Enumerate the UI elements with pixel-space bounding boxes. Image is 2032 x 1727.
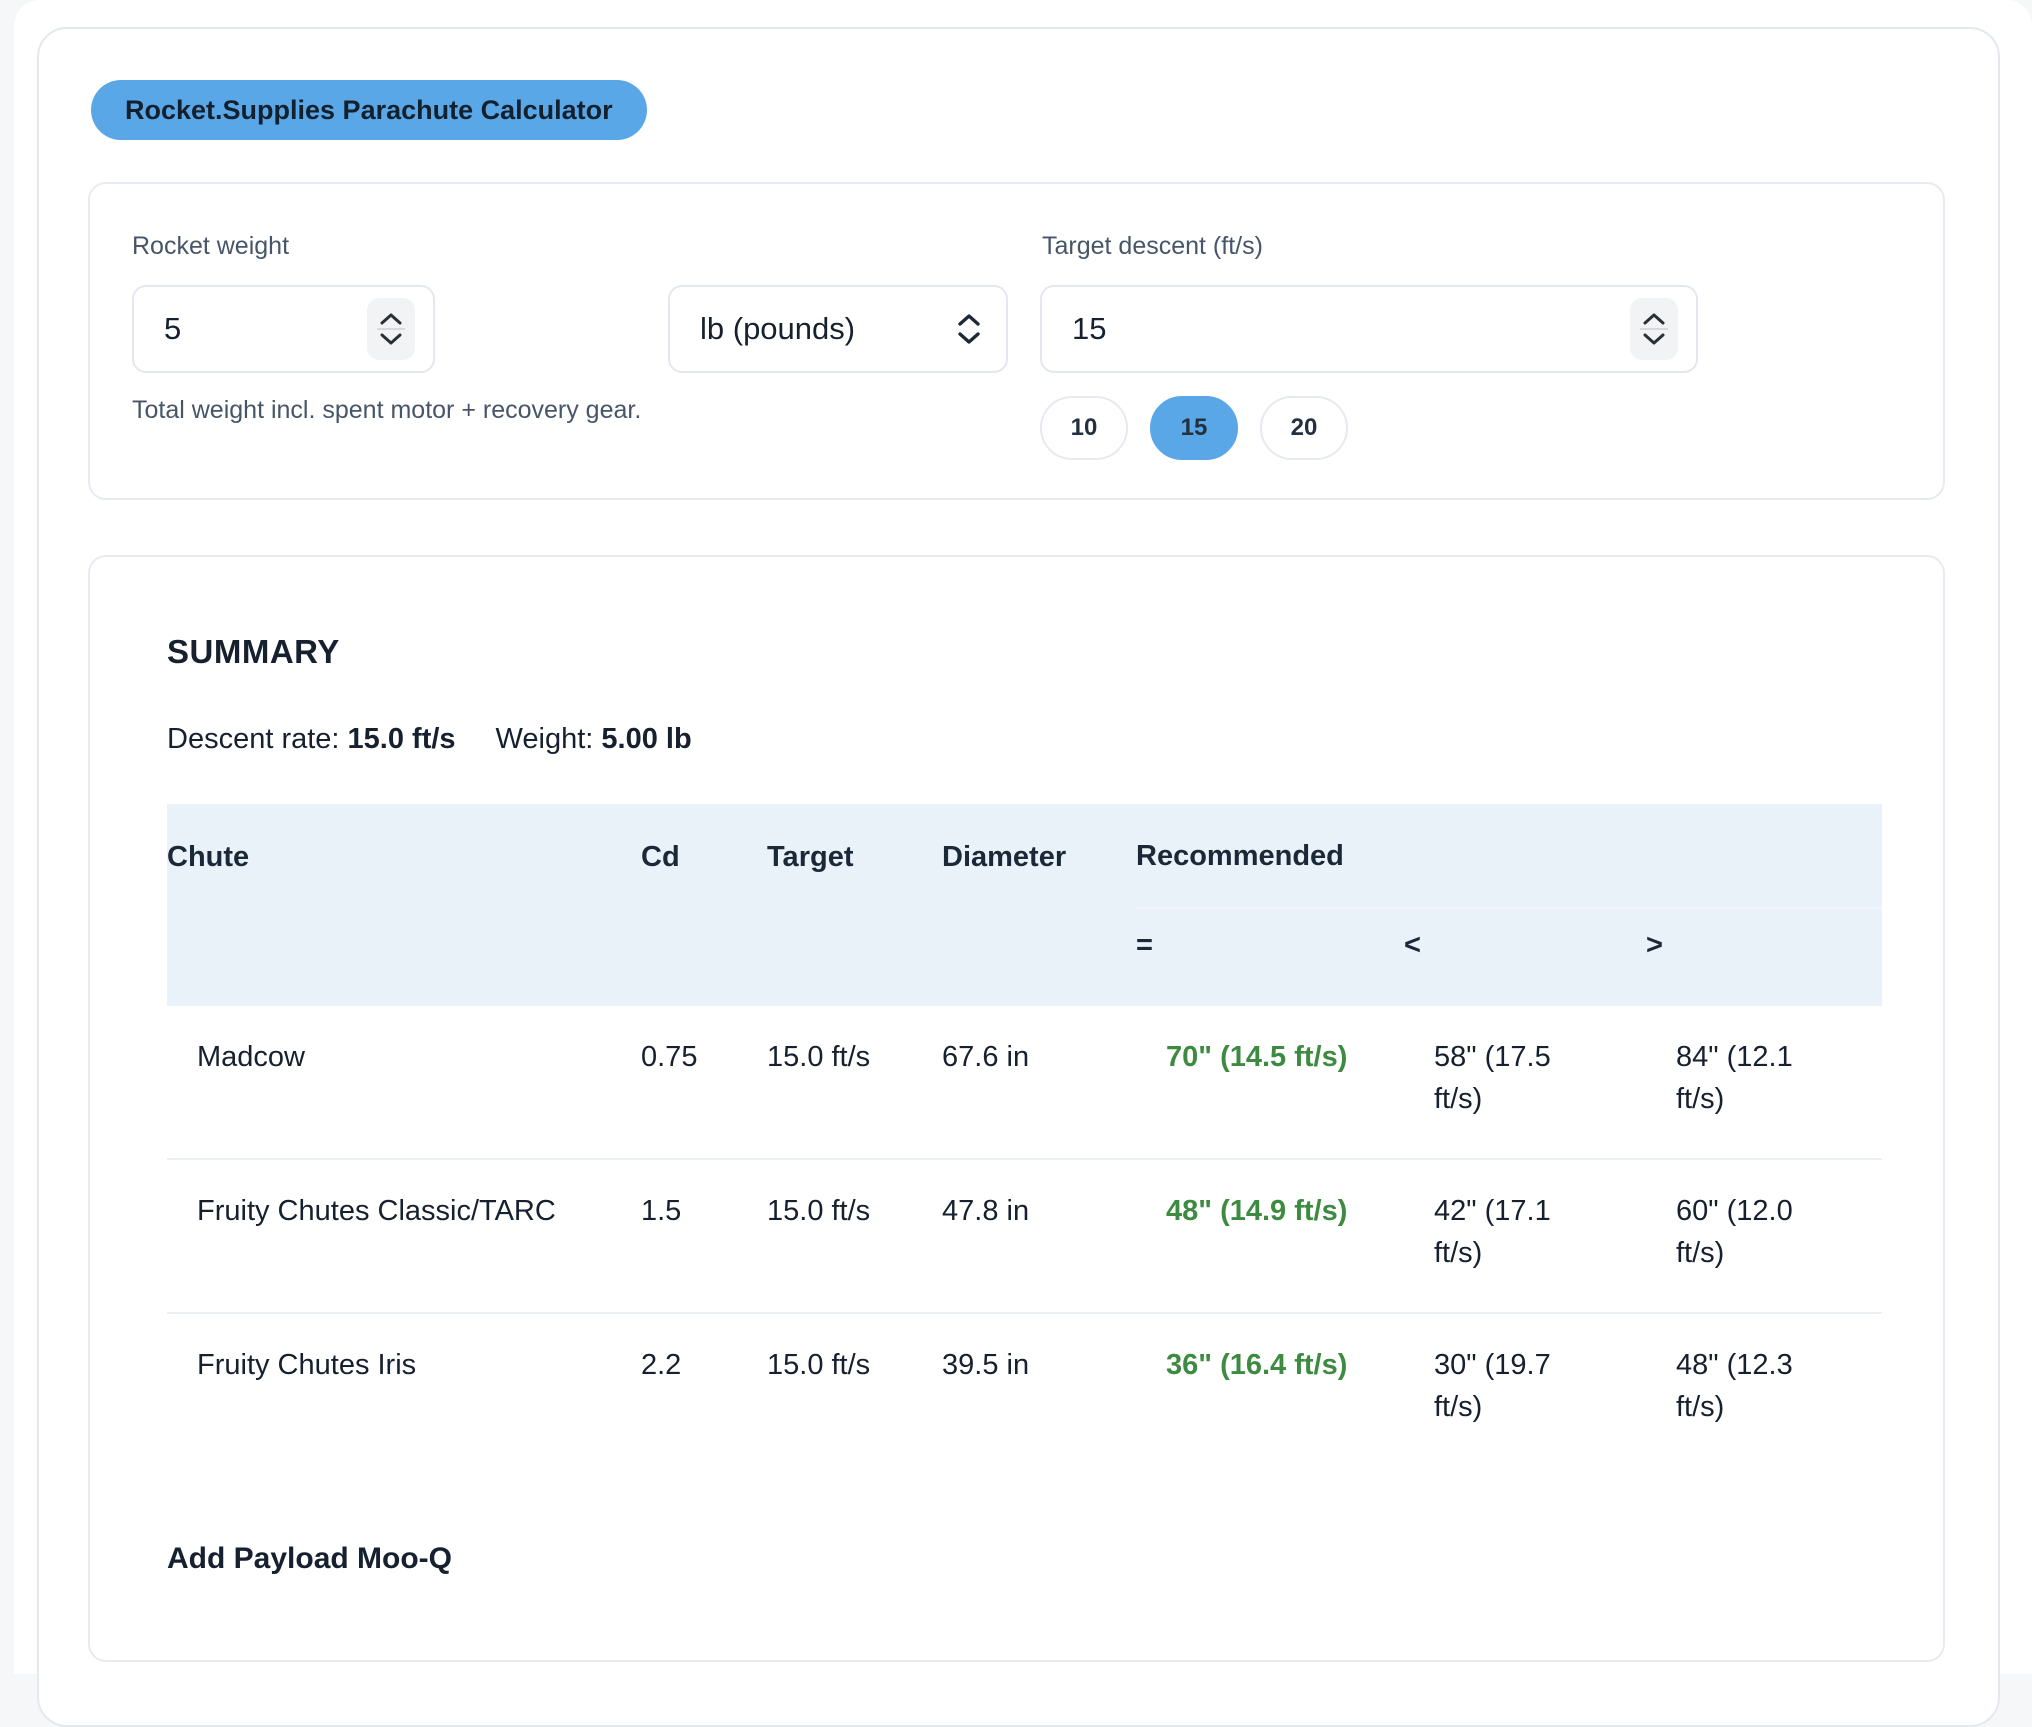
target-descent-label: Target descent (ft/s) — [1042, 232, 1263, 260]
col-header-diameter: Diameter — [942, 840, 1067, 873]
weight-help-text: Total weight incl. spent motor + recover… — [132, 396, 642, 424]
chevron-up-icon — [1643, 313, 1665, 325]
summary-title: SUMMARY — [167, 633, 340, 670]
col-header-cd: Cd — [641, 840, 680, 873]
cell-cd: 1.5 — [641, 1195, 682, 1228]
target-descent-stepper[interactable] — [1630, 298, 1678, 360]
target-descent-field — [1040, 285, 1698, 373]
chute-table-head: Chute Cd Target Diameter Recommended = <… — [167, 804, 1882, 1006]
col-header-target: Target — [767, 840, 854, 873]
descent-rate-label: Descent rate: — [167, 723, 340, 755]
chevron-down-icon — [1643, 333, 1665, 345]
cell-chute: Madcow — [197, 1041, 305, 1073]
table-row: Fruity Chutes Iris 2.2 15.0 ft/s 39.5 in… — [167, 1313, 1882, 1466]
cell-diameter: 47.8 in — [942, 1195, 1030, 1228]
descent-preset-10[interactable]: 10 — [1040, 396, 1128, 460]
cell-target: 15.0 ft/s — [767, 1349, 871, 1382]
cell-target: 15.0 ft/s — [767, 1195, 871, 1228]
cell-chute: Fruity Chutes Iris — [197, 1349, 417, 1382]
weight-stat-value: 5.00 lb — [601, 723, 692, 755]
weight-stat: Weight: 5.00 lb — [496, 723, 692, 756]
controls-row: lb (pounds) — [132, 285, 1698, 373]
cell-recommended-greater: 48" (12.3 ft/s) — [1676, 1349, 1793, 1424]
descent-preset-pills: 10 15 20 — [1040, 396, 1348, 460]
descent-rate-stat: Descent rate: 15.0 ft/s — [167, 723, 456, 756]
app-title-badge: Rocket.Supplies Parachute Calculator — [91, 80, 647, 140]
rocket-weight-label: Rocket weight — [132, 232, 290, 260]
summary-stats: Descent rate: 15.0 ft/s Weight: 5.00 lb — [167, 723, 692, 756]
chevron-up-icon — [380, 313, 402, 325]
subcol-header-greater: > — [1646, 929, 1663, 961]
cell-diameter: 67.6 in — [942, 1041, 1030, 1073]
cell-recommended-less: 42" (17.1 ft/s) — [1434, 1195, 1551, 1270]
rocket-weight-field — [132, 285, 435, 373]
summary-panel: SUMMARY Descent rate: 15.0 ft/s Weight: … — [88, 555, 1945, 1662]
cell-cd: 0.75 — [641, 1041, 698, 1073]
weight-stat-label: Weight: — [495, 723, 594, 755]
app-window: Rocket.Supplies Parachute Calculator Roc… — [14, 0, 2032, 1727]
add-payload-link[interactable]: Add Payload Moo-Q — [167, 1542, 452, 1575]
descent-rate-value: 15.0 ft/s — [347, 723, 456, 755]
calculator-card: Rocket.Supplies Parachute Calculator Roc… — [37, 27, 2000, 1727]
cell-recommended-equal: 48" (14.9 ft/s) — [1166, 1195, 1348, 1228]
rocket-weight-stepper[interactable] — [367, 298, 415, 360]
subcol-header-equal: = — [1136, 929, 1153, 961]
cell-recommended-greater: 84" (12.1 ft/s) — [1676, 1041, 1793, 1116]
weight-unit-value: lb (pounds) — [700, 311, 856, 346]
table-row: Madcow 0.75 15.0 ft/s 67.6 in 70" (14.5 … — [167, 1006, 1882, 1160]
descent-preset-15[interactable]: 15 — [1150, 396, 1238, 460]
cell-recommended-greater: 60" (12.0 ft/s) — [1676, 1195, 1793, 1270]
cell-recommended-less: 58" (17.5 ft/s) — [1434, 1041, 1551, 1116]
cell-recommended-less: 30" (19.7 ft/s) — [1434, 1349, 1551, 1424]
cell-cd: 2.2 — [641, 1349, 682, 1382]
chute-table: Chute Cd Target Diameter Recommended = <… — [167, 804, 1882, 1466]
target-descent-input[interactable] — [1042, 287, 1696, 371]
table-row: Fruity Chutes Classic/TARC 1.5 15.0 ft/s… — [167, 1159, 1882, 1314]
select-updown-icon — [958, 314, 980, 344]
col-header-recommended: Recommended — [1136, 804, 1882, 909]
chevron-down-icon — [380, 333, 402, 345]
weight-unit-select[interactable]: lb (pounds) — [668, 285, 1008, 373]
subcol-header-less: < — [1404, 929, 1421, 961]
inputs-panel: Rocket weight Target descent (ft/s) lb (… — [88, 182, 1945, 500]
stepper-divider — [377, 328, 405, 330]
cell-chute: Fruity Chutes Classic/TARC — [197, 1195, 556, 1228]
col-header-chute: Chute — [167, 840, 250, 873]
stepper-divider — [1640, 328, 1668, 330]
chute-table-body: Madcow 0.75 15.0 ft/s 67.6 in 70" (14.5 … — [167, 1006, 1882, 1466]
cell-recommended-equal: 36" (16.4 ft/s) — [1166, 1349, 1348, 1382]
cell-recommended-equal: 70" (14.5 ft/s) — [1166, 1041, 1348, 1073]
cell-target: 15.0 ft/s — [767, 1041, 871, 1073]
cell-diameter: 39.5 in — [942, 1349, 1030, 1382]
descent-preset-20[interactable]: 20 — [1260, 396, 1348, 460]
